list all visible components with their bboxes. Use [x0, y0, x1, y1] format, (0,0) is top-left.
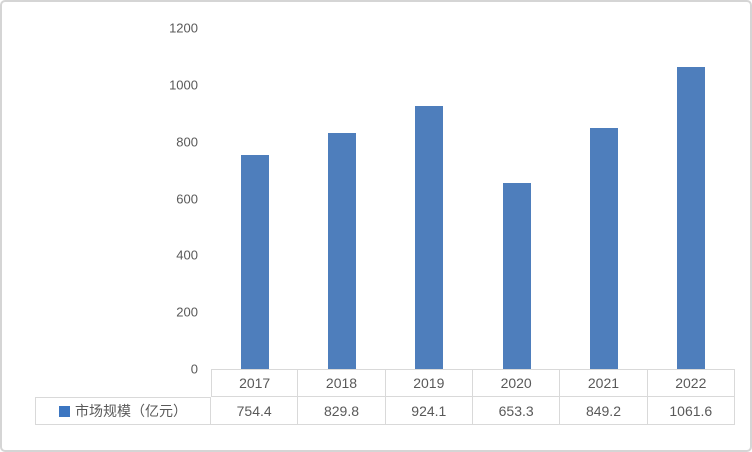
table-corner-spacer [35, 369, 211, 397]
bar-2019 [415, 106, 444, 369]
year-cell: 2019 [385, 369, 473, 397]
value-cell: 1061.6 [647, 397, 735, 425]
y-tick-label: 800 [176, 134, 198, 150]
legend-series-marker-icon [59, 405, 70, 417]
year-cell: 2022 [647, 369, 735, 397]
bar-2022 [677, 67, 706, 369]
y-tick-label: 1200 [169, 20, 198, 36]
y-tick-label: 600 [176, 191, 198, 206]
y-tick-label: 200 [176, 304, 198, 320]
value-cell: 754.4 [211, 397, 299, 425]
year-cell: 2020 [472, 369, 561, 397]
value-cell: 653.3 [472, 397, 561, 425]
bar-2018 [328, 133, 356, 369]
y-tick-label: 0 [190, 361, 198, 377]
y-tick-label: 1000 [169, 77, 198, 93]
y-tick-label: 400 [176, 247, 198, 263]
data-table: 2017 2018 2019 2020 2021 2022 市场规模（亿元） 754.4 829… [35, 369, 735, 425]
value-cell: 924.1 [385, 397, 473, 425]
value-cell: 829.8 [298, 397, 386, 425]
year-cell: 2018 [298, 369, 386, 397]
year-cell: 2021 [560, 369, 648, 397]
bar-2017 [240, 154, 269, 369]
year-cell: 2017 [211, 369, 299, 397]
bar-2021 [590, 127, 618, 369]
legend-cell: 市场规模（亿元） [35, 397, 211, 425]
bar-2020 [502, 183, 531, 369]
value-cell: 849.2 [560, 397, 648, 425]
legend-series-label: 市场规模（亿元） [75, 403, 187, 419]
